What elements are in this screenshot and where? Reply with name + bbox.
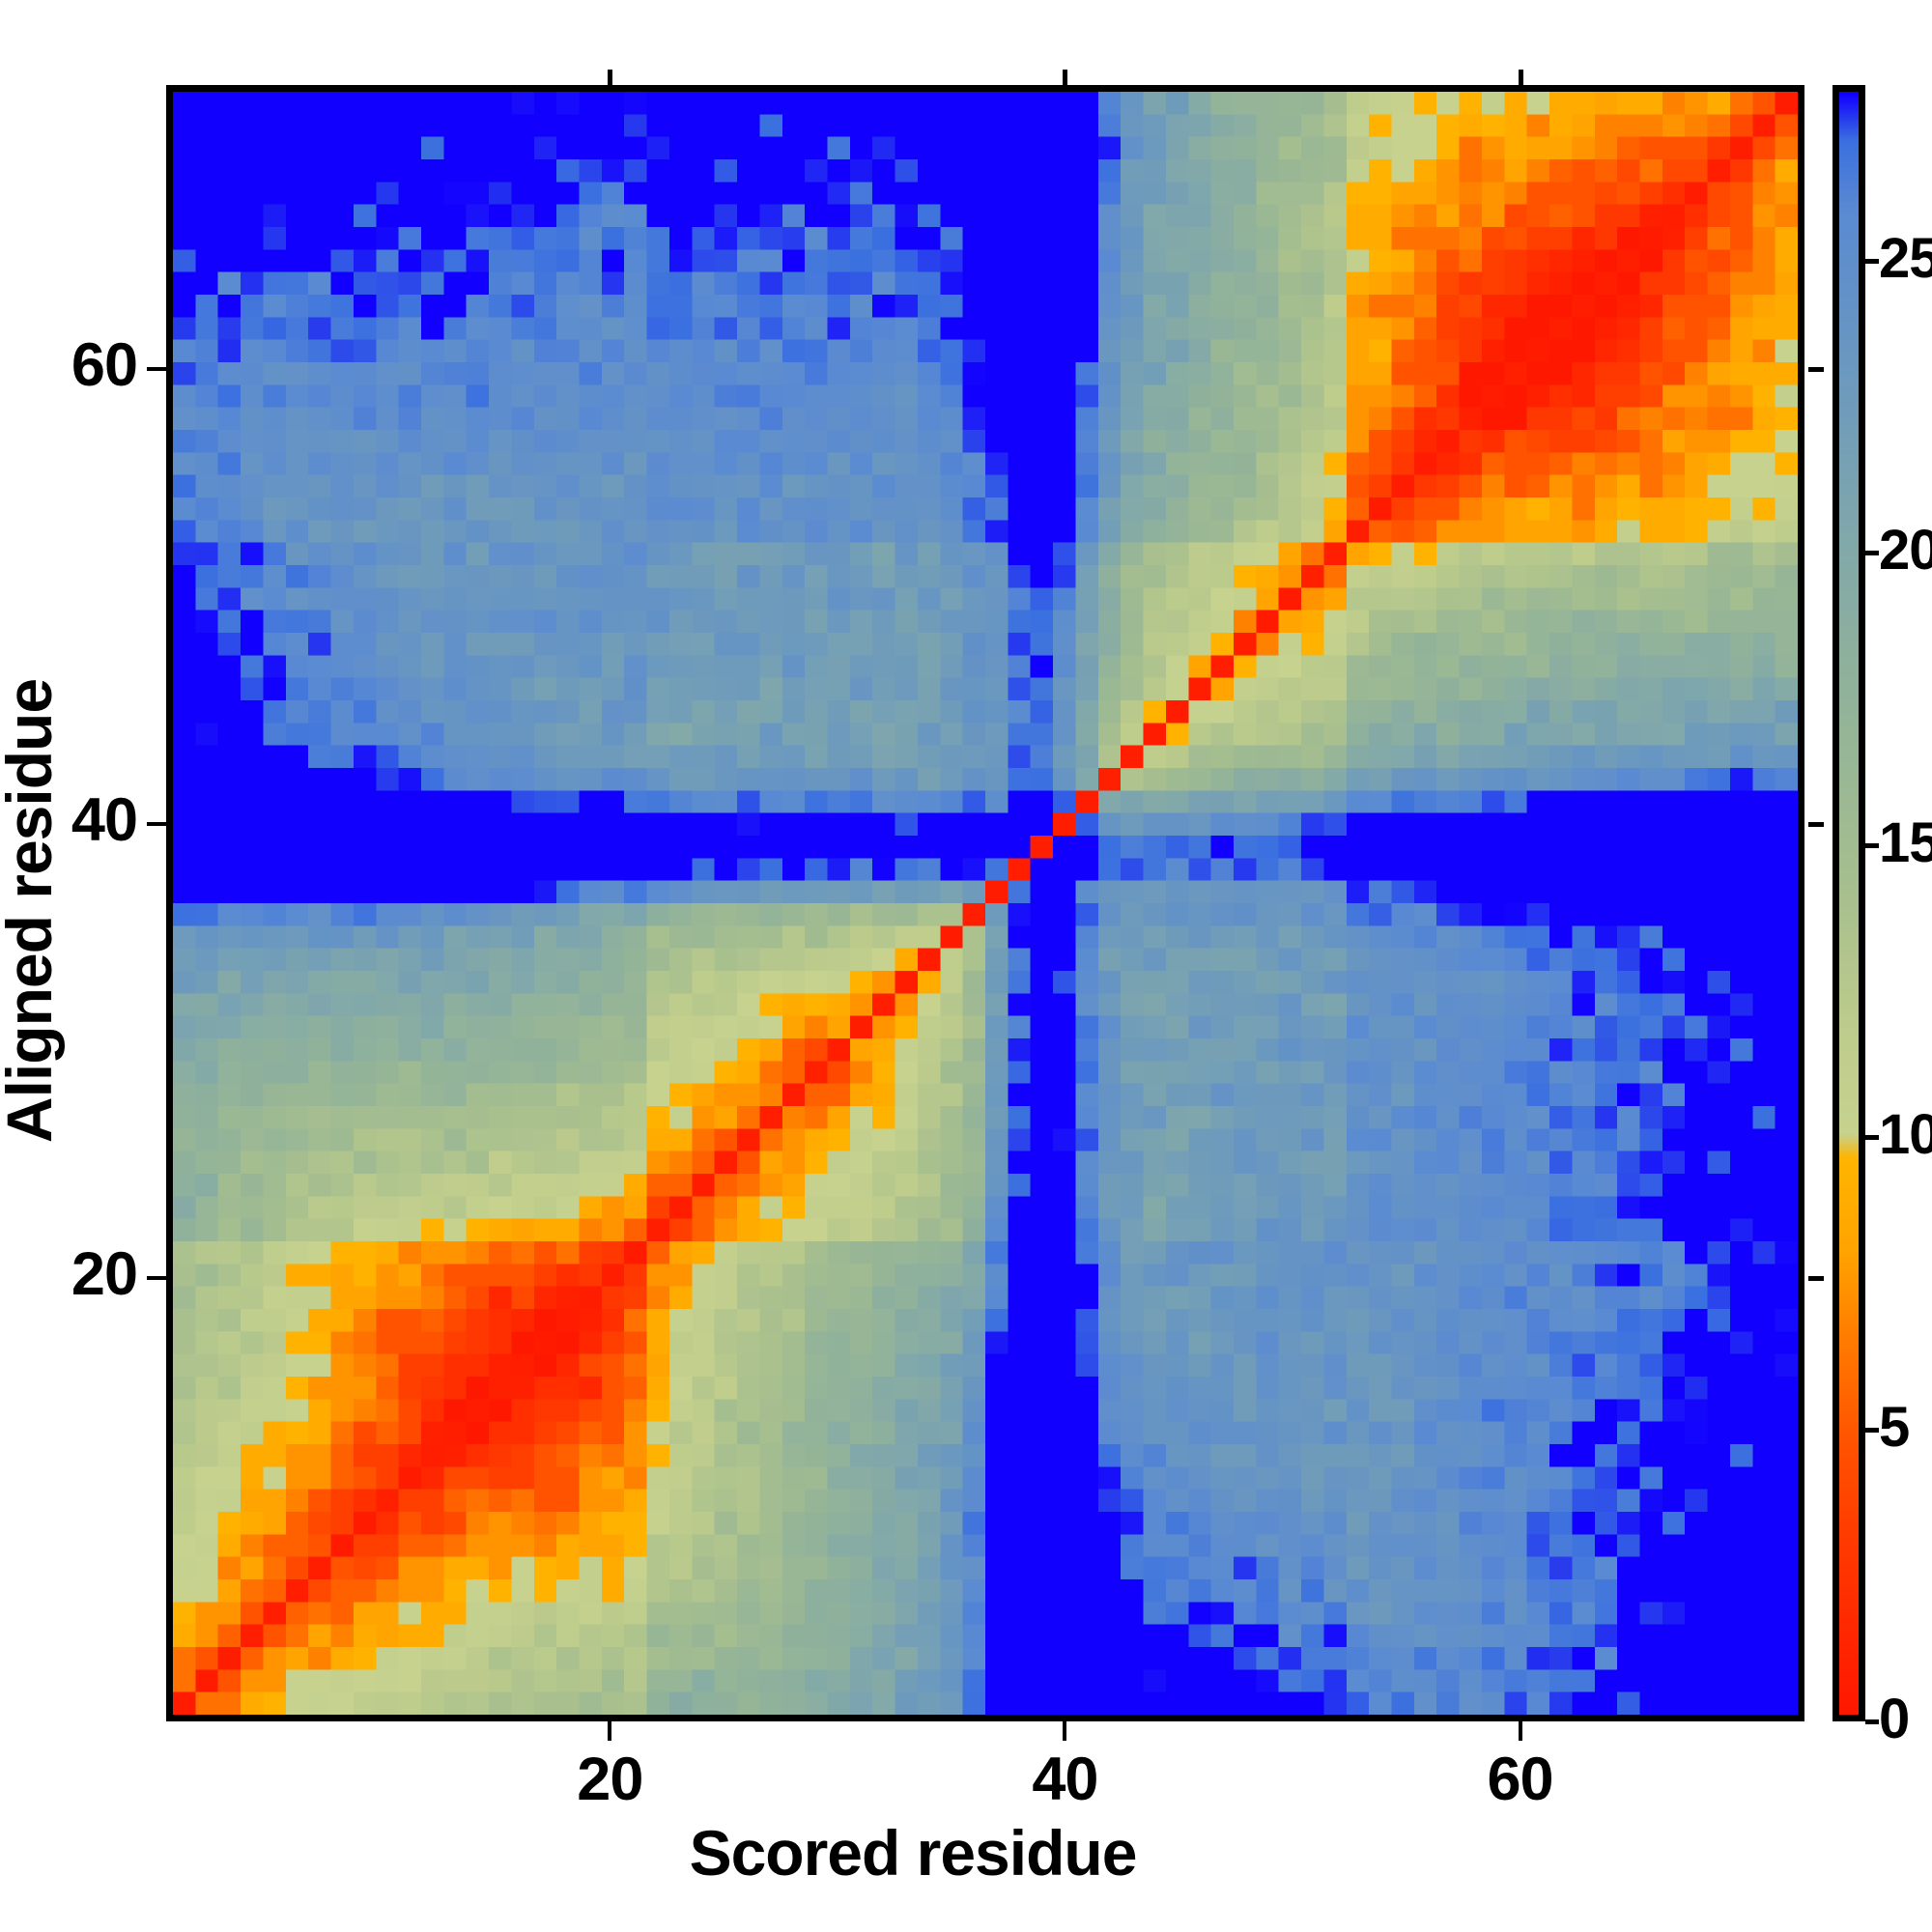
colorbar-tick-label-25: 25 [1879, 226, 1932, 290]
colorbar-gradient [1839, 92, 1859, 1715]
colorbar-tick-10 [1865, 1135, 1879, 1140]
colorbar-tick-label-15: 15 [1879, 810, 1932, 874]
x-tick-top-20 [608, 70, 613, 85]
y-tick-40 [147, 821, 166, 826]
colorbar-tick-label-0: 0 [1879, 1688, 1910, 1750]
x-tick-20 [608, 1721, 612, 1741]
colorbar-tick-label-10: 10 [1879, 1103, 1932, 1166]
x-tick-label-40: 40 [1032, 1746, 1098, 1813]
y-tick-60 [147, 367, 166, 372]
x-axis-title: Scored residue [689, 1817, 1138, 1889]
x-tick-40 [1063, 1721, 1067, 1741]
heatmap-canvas [173, 92, 1798, 1715]
colorbar-tick-label-5: 5 [1879, 1395, 1910, 1459]
colorbar-tick-0 [1865, 1719, 1879, 1724]
x-tick-label-60: 60 [1487, 1746, 1554, 1813]
x-tick-60 [1518, 1721, 1522, 1741]
y-tick-right-20 [1808, 1276, 1824, 1282]
x-tick-top-60 [1518, 70, 1523, 85]
y-axis-title: Aligned residue [0, 678, 65, 1144]
colorbar-tick-20 [1865, 551, 1879, 555]
y-tick-right-60 [1808, 367, 1824, 373]
colorbar-tick-15 [1865, 842, 1879, 848]
y-tick-label-40: 40 [71, 785, 138, 854]
y-tick-right-40 [1808, 821, 1824, 827]
y-tick-20 [147, 1276, 166, 1281]
colorbar-tick-label-20: 20 [1879, 519, 1932, 582]
y-tick-label-20: 20 [71, 1240, 138, 1309]
colorbar [1833, 85, 1865, 1721]
x-tick-label-20: 20 [577, 1746, 643, 1813]
x-tick-top-40 [1063, 70, 1068, 85]
colorbar-tick-25 [1865, 258, 1879, 264]
heatmap-plot-area [166, 85, 1804, 1721]
y-tick-label-60: 60 [71, 331, 138, 400]
colorbar-tick-5 [1865, 1427, 1879, 1433]
